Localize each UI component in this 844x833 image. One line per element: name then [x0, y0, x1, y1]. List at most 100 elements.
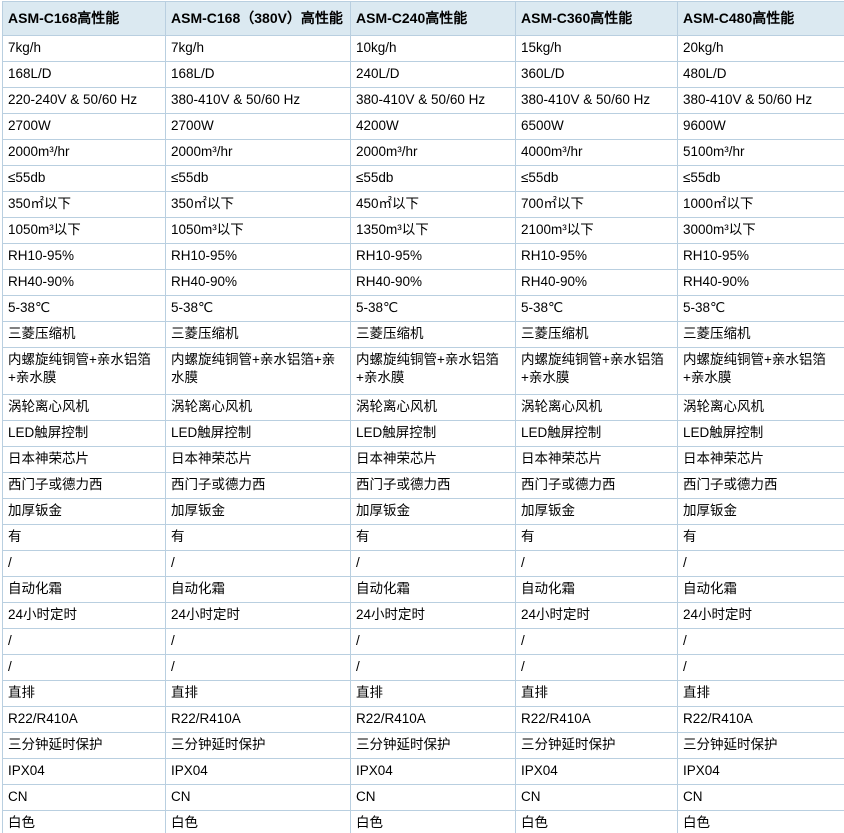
cell-r27-c2: 三分钟延时保护 [165, 732, 351, 759]
cell-r3-c3: 380-410V & 50/60 Hz [350, 87, 516, 114]
cell-r13-c3: 内螺旋纯铜管+亲水铝箔+亲水膜 [350, 347, 516, 395]
table-row: 2700W 2700W 4200W 6500W 9600W [2, 113, 844, 140]
cell-r17-c4: 西门子或德力西 [515, 472, 678, 499]
cell-r24-c3: / [350, 654, 516, 681]
cell-r26-c2: R22/R410A [165, 706, 351, 733]
cell-r30-c3: 白色 [350, 810, 516, 833]
column-header-1: ASM-C168高性能 [2, 1, 166, 36]
cell-r24-c5: / [677, 654, 844, 681]
cell-r21-c2: 自动化霜 [165, 576, 351, 603]
cell-r25-c5: 直排 [677, 680, 844, 707]
column-header-3: ASM-C240高性能 [350, 1, 516, 36]
cell-r19-c2: 有 [165, 524, 351, 551]
cell-r29-c3: CN [350, 784, 516, 811]
table-row: 内螺旋纯铜管+亲水铝箔+亲水膜 内螺旋纯铜管+亲水铝箔+亲水膜 内螺旋纯铜管+亲水铝… [2, 347, 844, 395]
cell-r8-c1: 1050m³以下 [2, 217, 166, 244]
cell-r30-c4: 白色 [515, 810, 678, 833]
cell-r27-c4: 三分钟延时保护 [515, 732, 678, 759]
cell-r3-c4: 380-410V & 50/60 Hz [515, 87, 678, 114]
cell-r4-c1: 2700W [2, 113, 166, 140]
table-row: 350㎡以下 350㎡以下 450㎡以下 700㎡以下 1000㎡以下 [2, 191, 844, 218]
cell-r23-c1: / [2, 628, 166, 655]
cell-r5-c1: 2000m³/hr [2, 139, 166, 166]
cell-r24-c1: / [2, 654, 166, 681]
cell-r29-c5: CN [677, 784, 844, 811]
column-header-2: ASM-C168（380V）高性能 [165, 1, 351, 36]
cell-r8-c5: 3000m³以下 [677, 217, 844, 244]
cell-r23-c5: / [677, 628, 844, 655]
table-row: / / / / / [2, 654, 844, 681]
cell-r24-c4: / [515, 654, 678, 681]
cell-r24-c2: / [165, 654, 351, 681]
cell-r29-c2: CN [165, 784, 351, 811]
cell-r4-c3: 4200W [350, 113, 516, 140]
cell-r17-c3: 西门子或德力西 [350, 472, 516, 499]
cell-r10-c5: RH40-90% [677, 269, 844, 296]
cell-r3-c1: 220-240V & 50/60 Hz [2, 87, 166, 114]
cell-r18-c1: 加厚钣金 [2, 498, 166, 525]
cell-r27-c3: 三分钟延时保护 [350, 732, 516, 759]
cell-r4-c2: 2700W [165, 113, 351, 140]
cell-r2-c1: 168L/D [2, 61, 166, 88]
cell-r8-c4: 2100m³以下 [515, 217, 678, 244]
cell-r7-c4: 700㎡以下 [515, 191, 678, 218]
cell-r28-c4: IPX04 [515, 758, 678, 785]
table-row: LED触屏控制 LED触屏控制 LED触屏控制 LED触屏控制 LED触屏控制 [2, 420, 844, 447]
cell-r30-c5: 白色 [677, 810, 844, 833]
cell-r30-c2: 白色 [165, 810, 351, 833]
cell-r6-c1: ≤55db [2, 165, 166, 192]
cell-r6-c3: ≤55db [350, 165, 516, 192]
cell-r13-c4: 内螺旋纯铜管+亲水铝箔+亲水膜 [515, 347, 678, 395]
cell-r9-c4: RH10-95% [515, 243, 678, 270]
cell-r21-c5: 自动化霜 [677, 576, 844, 603]
cell-r28-c5: IPX04 [677, 758, 844, 785]
cell-r22-c4: 24小时定时 [515, 602, 678, 629]
cell-r22-c5: 24小时定时 [677, 602, 844, 629]
cell-r10-c4: RH40-90% [515, 269, 678, 296]
table-row: 三菱压缩机 三菱压缩机 三菱压缩机 三菱压缩机 三菱压缩机 [2, 321, 844, 348]
cell-r11-c4: 5-38℃ [515, 295, 678, 322]
cell-r13-c2: 内螺旋纯铜管+亲水铝箔+亲水膜 [165, 347, 351, 395]
cell-r1-c3: 10kg/h [350, 35, 516, 62]
cell-r18-c4: 加厚钣金 [515, 498, 678, 525]
cell-r5-c5: 5100m³/hr [677, 139, 844, 166]
cell-r6-c2: ≤55db [165, 165, 351, 192]
cell-r20-c1: / [2, 550, 166, 577]
cell-r4-c5: 9600W [677, 113, 844, 140]
table-row: 1050m³以下 1050m³以下 1350m³以下 2100m³以下 3000m³以下 [2, 217, 844, 244]
cell-r9-c5: RH10-95% [677, 243, 844, 270]
cell-r23-c2: / [165, 628, 351, 655]
cell-r16-c3: 日本神荣芯片 [350, 446, 516, 473]
cell-r19-c5: 有 [677, 524, 844, 551]
table-row: RH10-95% RH10-95% RH10-95% RH10-95% RH10-95% [2, 243, 844, 270]
table-row: 2000m³/hr 2000m³/hr 2000m³/hr 4000m³/hr 5100… [2, 139, 844, 166]
table-row: 白色 白色 白色 白色 白色 [2, 810, 844, 833]
cell-r13-c1: 内螺旋纯铜管+亲水铝箔+亲水膜 [2, 347, 166, 395]
table-row: 日本神荣芯片 日本神荣芯片 日本神荣芯片 日本神荣芯片 日本神荣芯片 [2, 446, 844, 473]
cell-r14-c5: 涡轮离心风机 [677, 394, 844, 421]
cell-r21-c4: 自动化霜 [515, 576, 678, 603]
table-row: 涡轮离心风机 涡轮离心风机 涡轮离心风机 涡轮离心风机 涡轮离心风机 [2, 394, 844, 421]
cell-r25-c4: 直排 [515, 680, 678, 707]
cell-r15-c2: LED触屏控制 [165, 420, 351, 447]
cell-r2-c2: 168L/D [165, 61, 351, 88]
cell-r17-c5: 西门子或德力西 [677, 472, 844, 499]
cell-r9-c3: RH10-95% [350, 243, 516, 270]
cell-r2-c5: 480L/D [677, 61, 844, 88]
cell-r22-c1: 24小时定时 [2, 602, 166, 629]
cell-r11-c5: 5-38℃ [677, 295, 844, 322]
cell-r19-c3: 有 [350, 524, 516, 551]
cell-r10-c1: RH40-90% [2, 269, 166, 296]
cell-r15-c3: LED触屏控制 [350, 420, 516, 447]
header-row: ASM-C168高性能 ASM-C168（380V）高性能 ASM-C240高性能 A… [2, 1, 844, 36]
cell-r12-c5: 三菱压缩机 [677, 321, 844, 348]
cell-r12-c1: 三菱压缩机 [2, 321, 166, 348]
cell-r25-c3: 直排 [350, 680, 516, 707]
cell-r3-c5: 380-410V & 50/60 Hz [677, 87, 844, 114]
cell-r27-c5: 三分钟延时保护 [677, 732, 844, 759]
table-body: 7kg/h 7kg/h 10kg/h 15kg/h 20kg/h 168L/D 168L/D… [2, 35, 844, 833]
cell-r19-c4: 有 [515, 524, 678, 551]
cell-r1-c1: 7kg/h [2, 35, 166, 62]
cell-r1-c4: 15kg/h [515, 35, 678, 62]
cell-r6-c5: ≤55db [677, 165, 844, 192]
